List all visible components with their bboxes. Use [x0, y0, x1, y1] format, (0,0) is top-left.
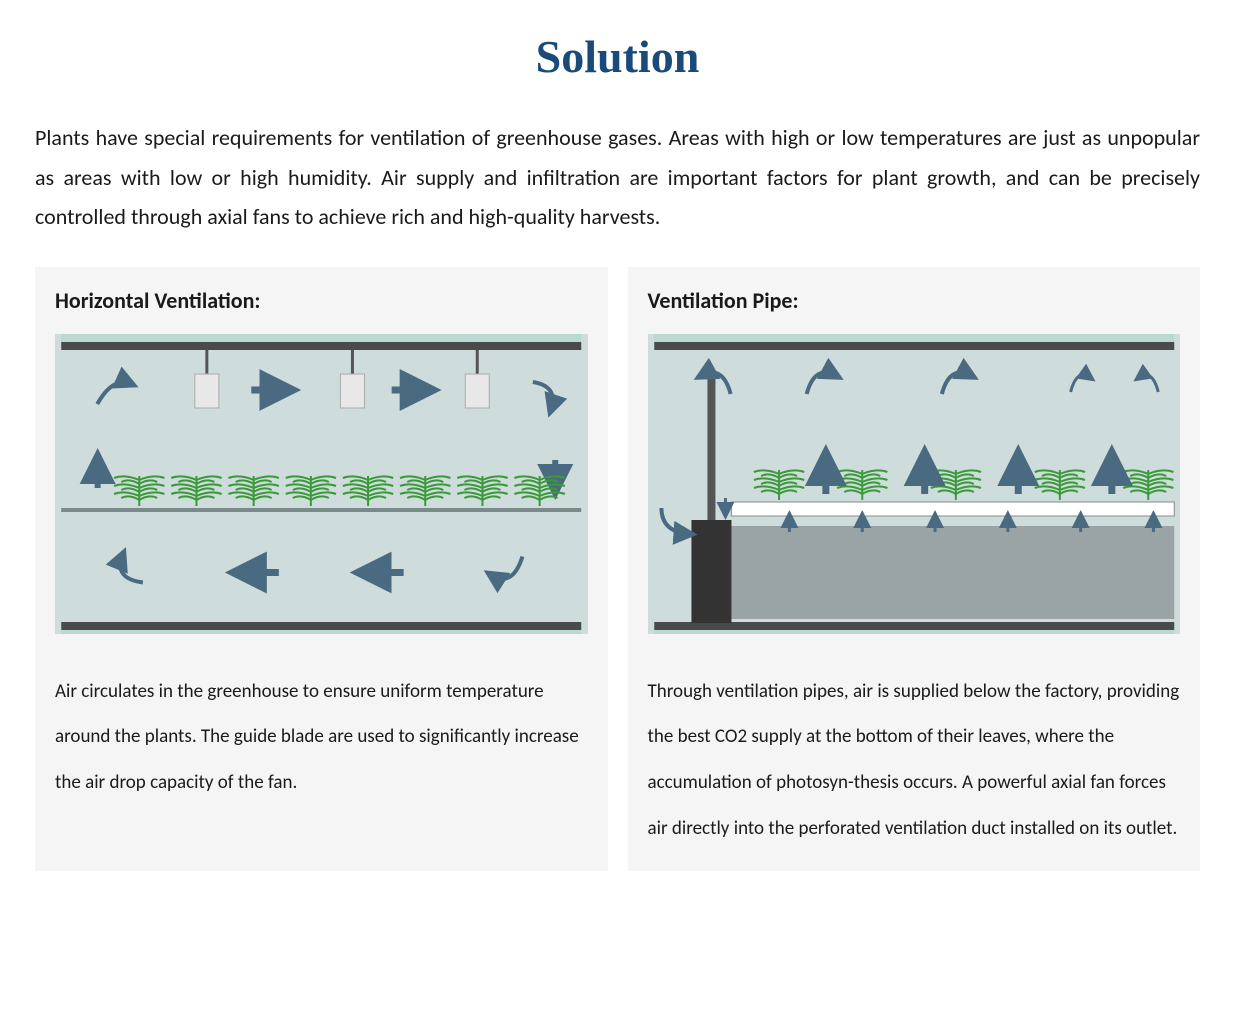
- fan-icon: [340, 374, 364, 408]
- fan-icon: [195, 374, 219, 408]
- panel-heading: Horizontal Ventilation:: [55, 287, 588, 314]
- bench: [731, 502, 1174, 516]
- panel-description: Air circulates in the greenhouse to ensu…: [55, 669, 588, 806]
- diagram-horizontal-ventilation: [55, 334, 588, 634]
- panels-row: Horizontal Ventilation: Air circulates i…: [35, 267, 1200, 871]
- fan-icon: [465, 374, 489, 408]
- intro-paragraph: Plants have special requirements for ven…: [35, 118, 1200, 237]
- ventilation-pipe: [731, 526, 1174, 619]
- diagram-ventilation-pipe: [648, 334, 1181, 634]
- panel-horizontal-ventilation: Horizontal Ventilation: Air circulates i…: [35, 267, 608, 871]
- panel-description: Through ventilation pipes, air is suppli…: [648, 669, 1181, 851]
- panel-ventilation-pipe: Ventilation Pipe: Through ventilation pi…: [628, 267, 1201, 871]
- axial-fan-icon: [691, 520, 731, 623]
- panel-heading: Ventilation Pipe:: [648, 287, 1181, 314]
- page-title: Solution: [35, 30, 1200, 83]
